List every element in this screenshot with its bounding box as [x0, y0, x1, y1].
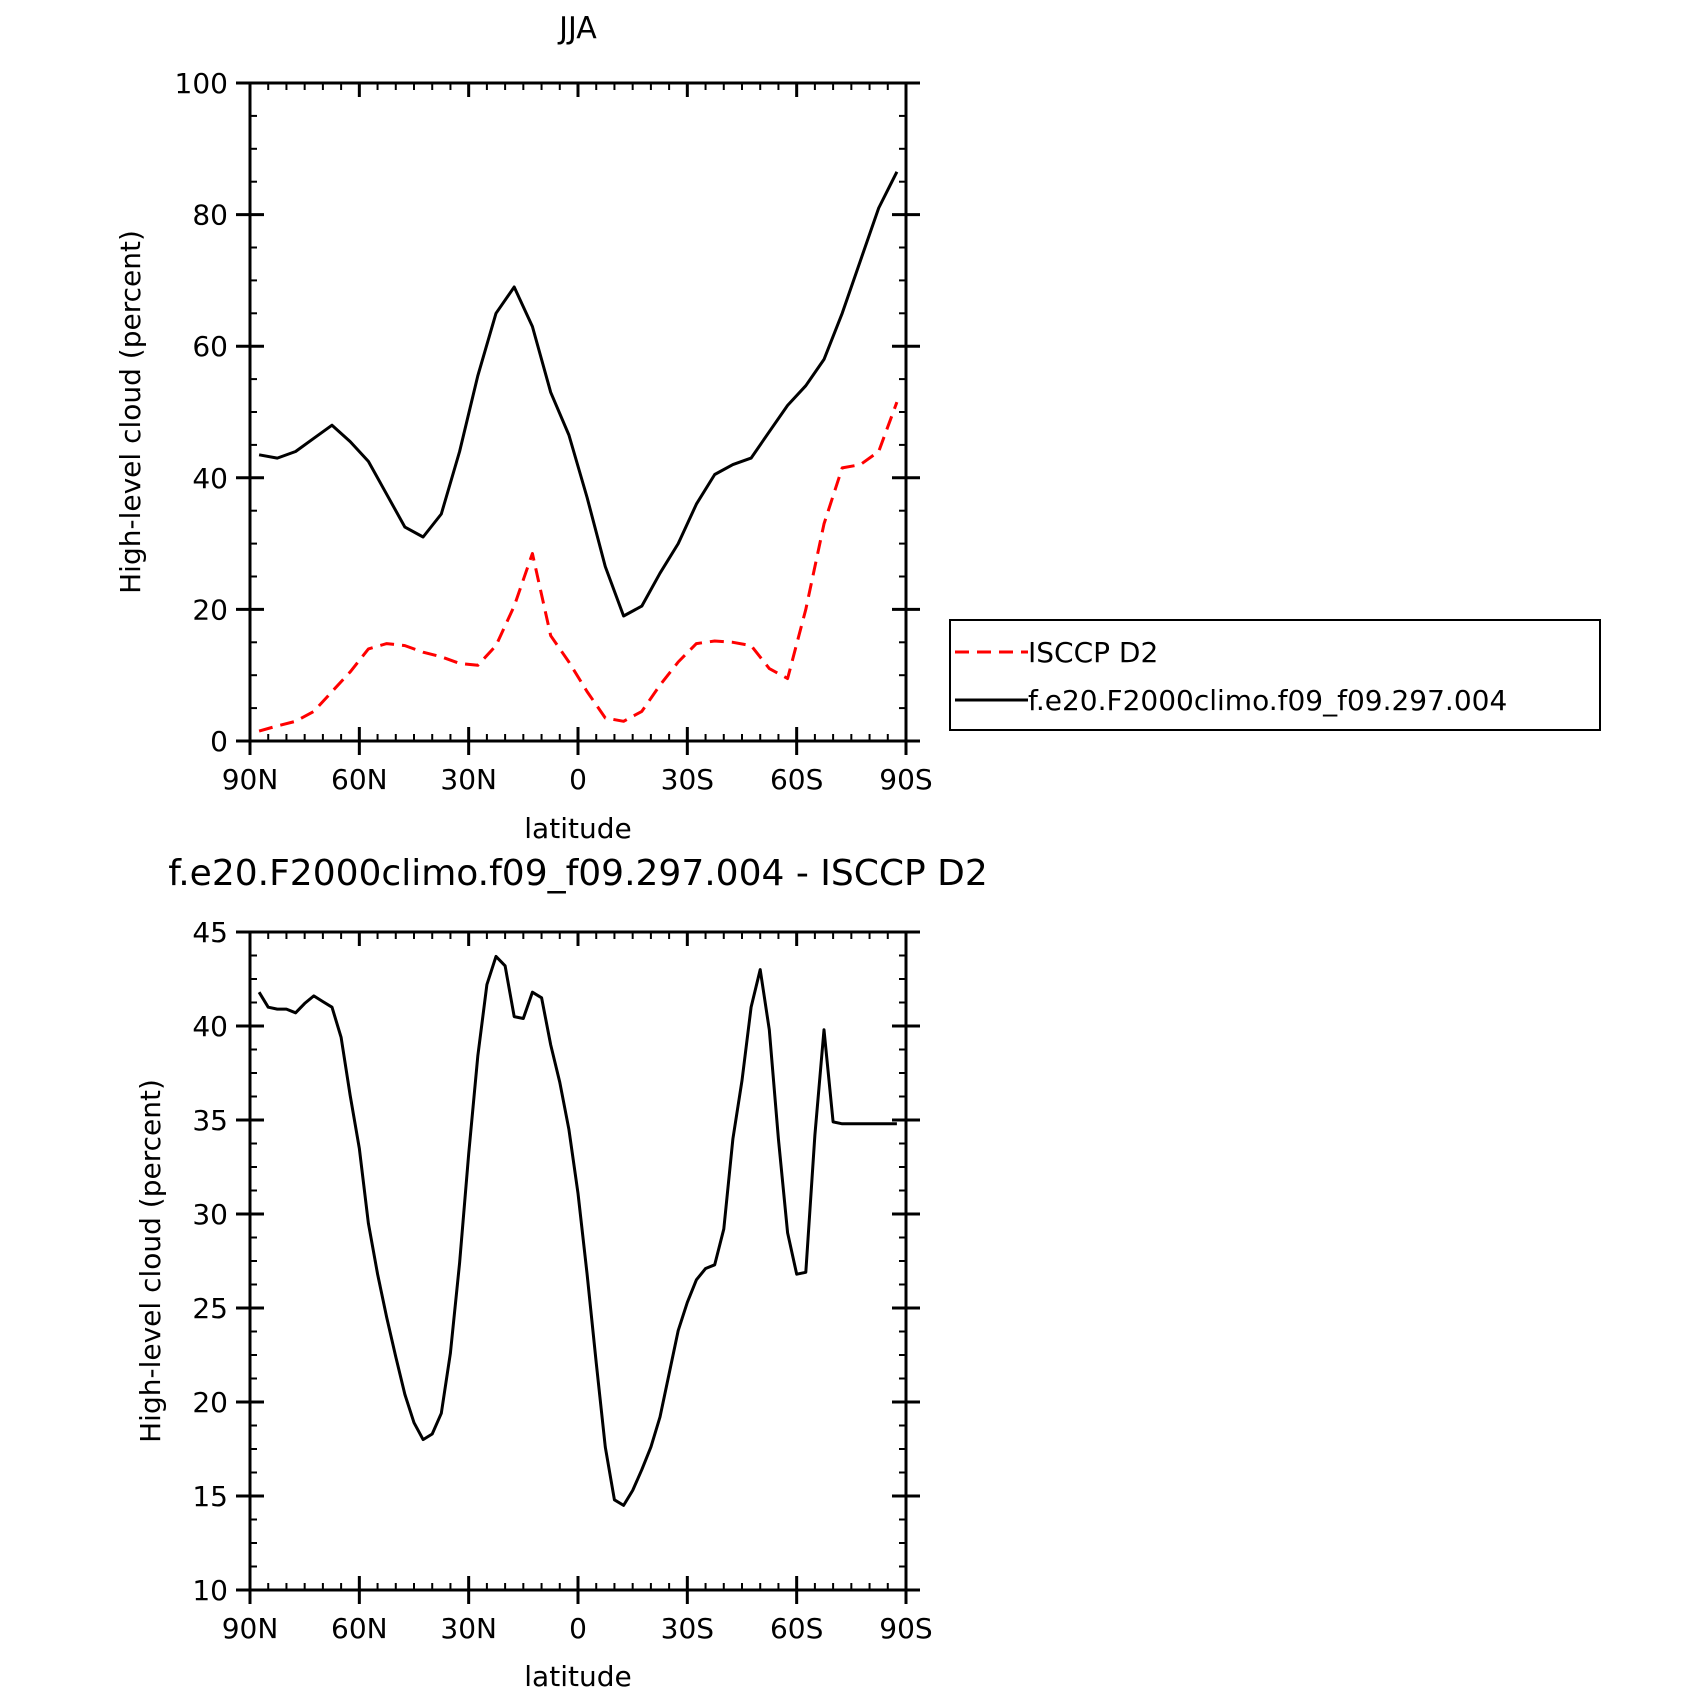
top-panel-y-tick-label: 100: [175, 67, 228, 100]
top-panel-y-tick-label: 20: [192, 593, 228, 626]
top-panel-series-lines: [258, 171, 899, 733]
top-panel-y-tick-label: 80: [192, 199, 228, 232]
legend: ISCCP D2 f.e20.F2000climo.f09_f09.297.00…: [949, 619, 1601, 731]
top-panel-line-isccp-d2: [258, 401, 899, 733]
top-panel-y-tick-label: 40: [192, 462, 228, 495]
top-panel-x-tick-label: 30N: [440, 763, 497, 796]
bottom-panel-x-ticks: 90N 60N 30N 0 30S 60S 90S: [222, 932, 933, 1645]
top-panel-x-tick-label: 60N: [331, 763, 388, 796]
top-panel-title: JJA: [557, 11, 597, 46]
bottom-panel-y-ticks: 10 15 20 25 30 35 40 45: [192, 916, 920, 1607]
top-panel-line-f-e20-f2000climo-f09-f09-297-004: [258, 171, 899, 618]
bottom-panel: f.e20.F2000climo.f09_f09.297.004 - ISCCP…: [134, 853, 988, 1693]
top-panel-y-tick-label: 0: [210, 725, 228, 758]
bottom-panel-x-tick-label: 90N: [222, 1612, 279, 1645]
legend-label-isccp-d2: ISCCP D2: [1028, 636, 1158, 669]
top-panel-x-tick-label: 60S: [770, 763, 823, 796]
top-panel-x-axis-label: latitude: [524, 812, 631, 845]
top-panel-x-tick-label: 90S: [879, 763, 932, 796]
legend-box: [949, 619, 1601, 731]
legend-label-model: f.e20.F2000climo.f09_f09.297.004: [1028, 684, 1507, 717]
bottom-panel-series-lines: [257, 954, 897, 1507]
bottom-panel-y-tick-label: 45: [192, 916, 228, 949]
bottom-panel-y-axis-label: High-level cloud (percent): [134, 1079, 167, 1443]
bottom-panel-line-series-0: [257, 954, 897, 1507]
top-panel-y-tick-label: 60: [192, 330, 228, 363]
bottom-panel-x-tick-label: 60S: [770, 1612, 823, 1645]
bottom-panel-title: f.e20.F2000climo.f09_f09.297.004 - ISCCP…: [168, 853, 988, 894]
top-panel-x-ticks: 90N 60N 30N 0 30S 60S 90S: [222, 83, 933, 796]
bottom-panel-y-tick-label: 30: [192, 1198, 228, 1231]
bottom-panel-x-tick-label: 90S: [879, 1612, 932, 1645]
top-panel-x-tick-label: 90N: [222, 763, 279, 796]
bottom-panel-y-tick-label: 25: [192, 1292, 228, 1325]
bottom-panel-y-tick-label: 20: [192, 1386, 228, 1419]
bottom-panel-y-tick-label: 15: [192, 1480, 228, 1513]
bottom-panel-x-tick-label: 30N: [440, 1612, 497, 1645]
bottom-panel-x-axis-label: latitude: [524, 1660, 631, 1693]
bottom-panel-y-tick-label: 10: [192, 1574, 228, 1607]
top-panel: JJA 90N 60N 30N 0 30S 60S 90S 0 20 40 60 80 100 lat…: [114, 11, 1601, 845]
bottom-panel-y-tick-label: 35: [192, 1104, 228, 1137]
top-panel-y-axis-label: High-level cloud (percent): [114, 230, 147, 594]
bottom-panel-x-tick-label: 60N: [331, 1612, 388, 1645]
bottom-panel-y-tick-label: 40: [192, 1010, 228, 1043]
bottom-panel-x-tick-label: 0: [569, 1612, 587, 1645]
bottom-panel-x-tick-label: 30S: [661, 1612, 714, 1645]
top-panel-x-tick-label: 0: [569, 763, 587, 796]
top-panel-y-ticks: 0 20 40 60 80 100: [175, 67, 920, 758]
top-panel-x-tick-label: 30S: [661, 763, 714, 796]
